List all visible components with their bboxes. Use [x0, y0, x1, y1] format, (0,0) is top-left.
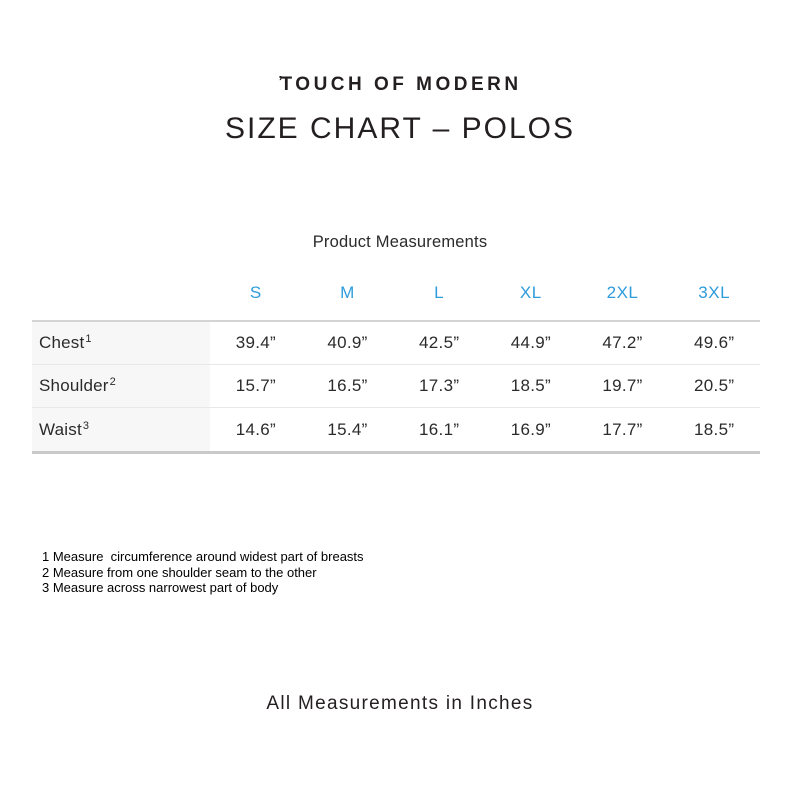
footnote-3: 3 Measure across narrowest part of body — [42, 580, 279, 595]
page-title: SIZE CHART – POLOS — [225, 112, 575, 145]
waist-value-l: 16.1” — [419, 419, 460, 439]
footnotes: 1 Measure circumference around widest pa… — [42, 549, 364, 596]
size-header-xl: XL — [519, 283, 542, 302]
size-table: S M L XL 2XL 3XL Chest 1 39.4” 40.9” 42.5… — [32, 281, 760, 454]
shoulder-value-xl: 18.5” — [510, 376, 551, 395]
shoulder-value-s: 15.7” — [235, 376, 276, 395]
size-header-s: S — [249, 283, 262, 302]
shoulder-value-3xl: 20.5” — [694, 376, 735, 395]
chest-value-xl: 44.9” — [510, 333, 551, 352]
chest-value-m: 40.9” — [327, 333, 368, 352]
size-table-body: Chest 1 39.4” 40.9” 42.5” 44.9” 47.2” 49.… — [32, 320, 760, 454]
shoulder-value-l: 17.3” — [419, 376, 460, 395]
size-header-3xl: 3XL — [698, 283, 731, 302]
table-row-chest: Chest 1 39.4” 40.9” 42.5” 44.9” 47.2” 49.… — [32, 322, 760, 365]
row-label-text: Chest — [39, 333, 85, 352]
chest-value-2xl: 47.2” — [602, 333, 643, 352]
waist-value-3xl: 18.5” — [694, 419, 735, 439]
footnote-1: 1 Measure circumference around widest pa… — [42, 549, 364, 564]
units-note: All Measurements in Inches — [266, 693, 534, 714]
waist-value-xl: 16.9” — [510, 419, 551, 439]
shoulder-value-m: 16.5” — [327, 376, 368, 395]
size-header-row: S M L XL 2XL 3XL — [32, 281, 760, 305]
brand-logo: ’TOUCH OF MODERN — [0, 73, 800, 96]
row-label-chest: Chest 1 — [32, 322, 210, 364]
logo-tick-icon: ’ — [278, 73, 283, 90]
row-label-text: Shoulder — [39, 376, 109, 395]
footnote-2: 2 Measure from one shoulder seam to the … — [42, 564, 317, 580]
waist-value-s: 14.6” — [235, 419, 276, 439]
row-label-text: Waist — [39, 419, 82, 439]
table-title: Product Measurements — [312, 233, 488, 251]
chest-value-l: 42.5” — [419, 333, 460, 352]
shoulder-value-2xl: 19.7” — [602, 376, 643, 395]
waist-value-m: 15.4” — [327, 419, 368, 439]
size-header-2xl: 2XL — [606, 283, 639, 302]
table-row-waist: Waist 3 14.6” 15.4” 16.1” 16.9” 17.7” 18.… — [32, 408, 760, 451]
row-label-shoulder: Shoulder 2 — [32, 365, 210, 407]
size-header-m: M — [340, 283, 355, 302]
size-header-l: L — [434, 283, 445, 302]
table-row-shoulder: Shoulder 2 15.7” 16.5” 17.3” 18.5” 19.7” … — [32, 365, 760, 408]
brand-name: TOUCH OF MODERN — [280, 74, 522, 95]
row-label-waist: Waist 3 — [32, 408, 210, 451]
waist-value-2xl: 17.7” — [602, 419, 643, 439]
chest-value-s: 39.4” — [235, 333, 276, 352]
chest-value-3xl: 49.6” — [694, 333, 735, 352]
